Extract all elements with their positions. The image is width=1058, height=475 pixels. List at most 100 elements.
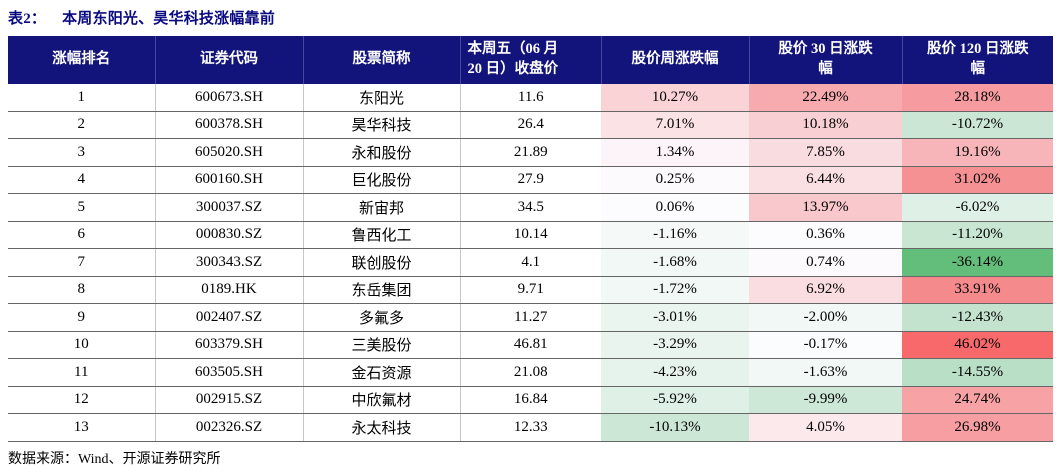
weekly-change-cell: -5.92% (601, 386, 749, 414)
table-row: 13 002326.SZ 永太科技 12.33 -10.13% 4.05% 26.98% (8, 413, 1053, 442)
stock-name-cell: 三美股份 (303, 331, 461, 359)
table-row: 11 603505.SH 金石资源 21.08 -4.23% -1.63% -14.55% (8, 358, 1053, 387)
table-row: 6 000830.SZ 鲁西化工 10.14 -1.16% 0.36% -11.20% (8, 221, 1053, 249)
rank-cell: 1 (8, 84, 156, 112)
change-120d-cell: 46.02% (902, 331, 1053, 359)
stock-name-cell: 新宙邦 (303, 193, 461, 222)
close-price-cell: 34.5 (460, 193, 601, 222)
weekly-change-cell: -1.68% (601, 248, 749, 277)
stock-code-cell: 002326.SZ (155, 413, 304, 442)
table-row: 2 600378.SH 昊华科技 26.4 7.01% 10.18% -10.72% (8, 111, 1053, 139)
change-120d-cell: -10.72% (902, 111, 1053, 139)
change-30d-cell: -9.99% (749, 386, 902, 414)
close-price-cell: 21.08 (460, 358, 601, 387)
close-price-cell: 10.14 (460, 221, 601, 249)
table-row: 7 300343.SZ 联创股份 4.1 -1.68% 0.74% -36.14% (8, 248, 1053, 277)
rank-cell: 5 (8, 193, 156, 222)
data-source-note: 数据来源：Wind、开源证券研究所 (8, 451, 221, 467)
close-price-cell: 46.81 (460, 331, 601, 359)
weekly-change-cell: 0.06% (601, 193, 749, 222)
change-30d-cell: 13.97% (749, 193, 902, 222)
close-price-cell: 27.9 (460, 166, 601, 194)
stock-gainers-table: 涨幅排名 证券代码 股票简称 本周五（06 月 20 日）收盘价 股价周涨跌幅 股价 30… (8, 36, 1053, 442)
rank-cell: 2 (8, 111, 156, 139)
table-header-row: 涨幅排名 证券代码 股票简称 本周五（06 月 20 日）收盘价 股价周涨跌幅 股价 30… (8, 36, 1053, 84)
stock-code-cell: 600378.SH (155, 111, 304, 139)
change-120d-cell: 31.02% (902, 166, 1053, 194)
table-title-text: 本周东阳光、昊华科技涨幅靠前 (62, 11, 275, 27)
weekly-change-cell: -1.72% (601, 276, 749, 304)
stock-name-cell: 永太科技 (303, 413, 461, 442)
change-30d-cell: 4.05% (749, 413, 902, 442)
stock-code-cell: 300037.SZ (155, 193, 304, 222)
rank-cell: 7 (8, 248, 156, 277)
change-120d-cell: -14.55% (902, 358, 1053, 387)
rank-cell: 9 (8, 303, 156, 332)
stock-name-cell: 东阳光 (303, 84, 461, 112)
rank-cell: 12 (8, 386, 156, 414)
weekly-change-cell: -4.23% (601, 358, 749, 387)
table-row: 8 0189.HK 东岳集团 9.71 -1.72% 6.92% 33.91% (8, 276, 1053, 304)
stock-code-cell: 002407.SZ (155, 303, 304, 332)
table-title: 表2： 本周东阳光、昊华科技涨幅靠前 (8, 7, 1053, 28)
close-price-cell: 11.27 (460, 303, 601, 332)
change-30d-cell: -2.00% (749, 303, 902, 332)
weekly-change-cell: -3.29% (601, 331, 749, 359)
close-price-cell: 11.6 (460, 84, 601, 112)
stock-name-cell: 中欣氟材 (303, 386, 461, 414)
table-row: 1 600673.SH 东阳光 11.6 10.27% 22.49% 28.18% (8, 84, 1053, 112)
col-header-stock-code: 证券代码 (154, 36, 303, 84)
col-header-change-30d: 股价 30 日涨跌 幅 (748, 36, 902, 84)
stock-name-cell: 昊华科技 (303, 111, 461, 139)
change-30d-cell: 10.18% (749, 111, 902, 139)
change-30d-cell: 6.92% (749, 276, 902, 304)
stock-code-cell: 0189.HK (155, 276, 304, 304)
weekly-change-cell: -3.01% (601, 303, 749, 332)
change-30d-cell: 7.85% (749, 138, 902, 167)
change-30d-cell: 6.44% (749, 166, 902, 194)
change-120d-cell: 24.74% (902, 386, 1053, 414)
stock-name-cell: 永和股份 (303, 138, 461, 167)
table-row: 12 002915.SZ 中欣氟材 16.84 -5.92% -9.99% 24.74% (8, 386, 1053, 414)
stock-name-cell: 鲁西化工 (303, 221, 461, 249)
col-header-change-120d: 股价 120 日涨跌 幅 (901, 36, 1053, 84)
change-120d-cell: -36.14% (902, 248, 1053, 277)
change-30d-cell: -1.63% (749, 358, 902, 387)
close-price-cell: 4.1 (460, 248, 601, 277)
weekly-change-cell: -1.16% (601, 221, 749, 249)
table-row: 3 605020.SH 永和股份 21.89 1.34% 7.85% 19.16% (8, 138, 1053, 167)
table-row: 4 600160.SH 巨化股份 27.9 0.25% 6.44% 31.02% (8, 166, 1053, 194)
close-price-cell: 16.84 (460, 386, 601, 414)
stock-name-cell: 多氟多 (303, 303, 461, 332)
rank-cell: 13 (8, 413, 156, 442)
change-30d-cell: -0.17% (749, 331, 902, 359)
table-number-label: 表2： (8, 11, 47, 27)
stock-code-cell: 002915.SZ (155, 386, 304, 414)
change-120d-cell: -12.43% (902, 303, 1053, 332)
close-price-cell: 21.89 (460, 138, 601, 167)
stock-name-cell: 东岳集团 (303, 276, 461, 304)
close-price-cell: 12.33 (460, 413, 601, 442)
table-row: 10 603379.SH 三美股份 46.81 -3.29% -0.17% 46.02% (8, 331, 1053, 359)
stock-code-cell: 603379.SH (155, 331, 304, 359)
col-header-close-price: 本周五（06 月 20 日）收盘价 (459, 36, 601, 84)
table-row: 5 300037.SZ 新宙邦 34.5 0.06% 13.97% -6.02% (8, 193, 1053, 222)
rank-cell: 3 (8, 138, 156, 167)
stock-name-cell: 联创股份 (303, 248, 461, 277)
change-120d-cell: 28.18% (902, 84, 1053, 112)
table-header: 涨幅排名 证券代码 股票简称 本周五（06 月 20 日）收盘价 股价周涨跌幅 股价 30… (8, 36, 1053, 84)
stock-code-cell: 300343.SZ (155, 248, 304, 277)
change-120d-cell: 33.91% (902, 276, 1053, 304)
change-120d-cell: -6.02% (902, 193, 1053, 222)
stock-code-cell: 600673.SH (155, 84, 304, 112)
rank-cell: 10 (8, 331, 156, 359)
change-30d-cell: 0.74% (749, 248, 902, 277)
table-row: 9 002407.SZ 多氟多 11.27 -3.01% -2.00% -12.43% (8, 303, 1053, 332)
weekly-change-cell: -10.13% (601, 413, 749, 442)
change-120d-cell: 19.16% (902, 138, 1053, 167)
weekly-change-cell: 1.34% (601, 138, 749, 167)
change-30d-cell: 22.49% (749, 84, 902, 112)
col-header-stock-name: 股票简称 (302, 36, 460, 84)
change-120d-cell: 26.98% (902, 413, 1053, 442)
